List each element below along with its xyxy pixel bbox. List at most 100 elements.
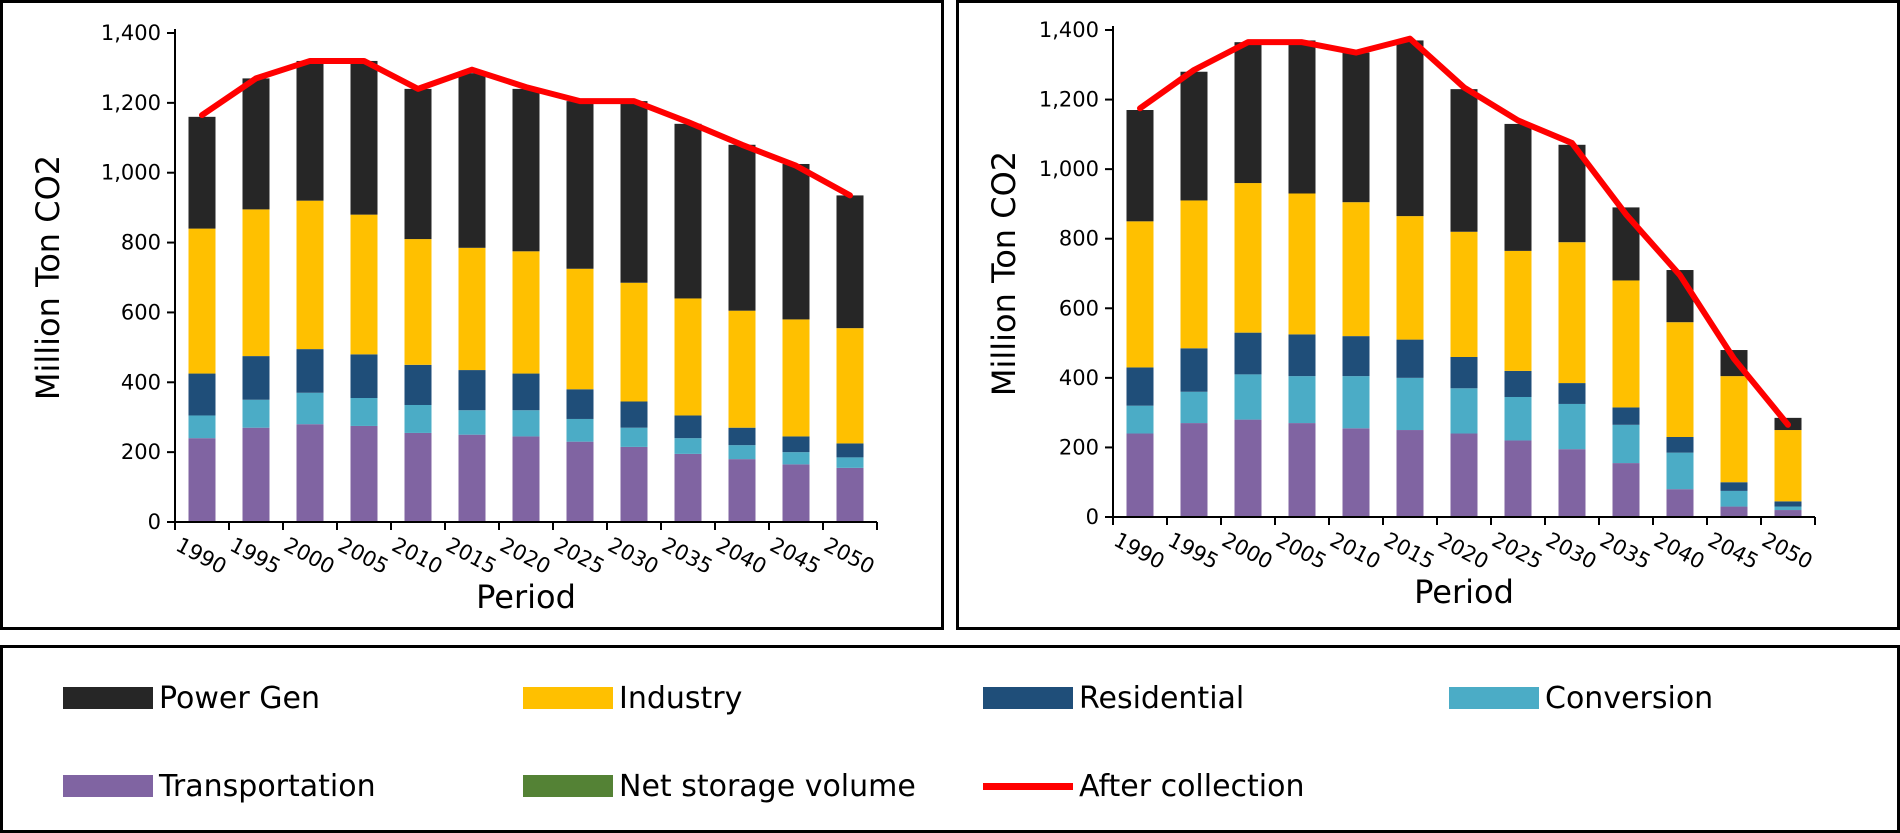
left-bar-industry-2045 (782, 319, 810, 437)
right-bar-power_gen-2015 (1396, 40, 1424, 217)
left-x-tick-label: 2020 (496, 533, 554, 579)
left-bar-industry-2050 (836, 328, 864, 444)
legend-swatch-power-gen (63, 687, 153, 709)
left-bar-conversion-2050 (836, 457, 864, 468)
right-y-tick-label: 0 (1086, 505, 1099, 529)
right-bar-industry-2050 (1774, 430, 1802, 502)
left-bar-industry-2030 (620, 282, 648, 402)
right-bar-power_gen-2035 (1612, 207, 1640, 281)
left-bar-residential-1995 (242, 356, 270, 400)
left-bar-residential-2040 (728, 427, 756, 446)
right-bar-transportation-2015 (1396, 430, 1424, 517)
left-bar-power_gen-1995 (242, 78, 270, 210)
right-y-tick-label: 800 (1059, 227, 1099, 251)
right-bar-power_gen-2010 (1342, 52, 1370, 203)
right-bar-transportation-2005 (1288, 423, 1316, 517)
legend-swatch-residential (983, 687, 1073, 709)
left-bar-transportation-1990 (188, 438, 216, 522)
left-bar-transportation-2035 (674, 453, 702, 522)
left-bar-transportation-2040 (728, 459, 756, 522)
right-bar-conversion-2005 (1288, 376, 1316, 424)
right-bar-conversion-2045 (1720, 490, 1748, 507)
right-bar-power_gen-1990 (1126, 110, 1154, 222)
right-bar-transportation-2050 (1774, 510, 1802, 517)
right-bar-conversion-2000 (1234, 374, 1262, 420)
left-x-tick-label: 2025 (550, 533, 608, 579)
left-bar-industry-2010 (404, 239, 432, 365)
right-bar-industry-2040 (1666, 322, 1694, 437)
left-bar-transportation-2025 (566, 441, 594, 522)
left-bar-industry-2015 (458, 247, 486, 371)
left-x-tick-label: 2015 (442, 533, 500, 579)
legend-item-net-storage: Net storage volume (523, 766, 916, 806)
left-bar-industry-2040 (728, 310, 756, 428)
right-chart-panel: 0 200 400 600 800 1,000 1,200 1,400 1990 1995 2000… (956, 0, 1900, 630)
left-bar-power_gen-2035 (674, 123, 702, 299)
right-bar-conversion-2010 (1342, 376, 1370, 429)
left-bar-residential-2035 (674, 415, 702, 439)
left-x-tick-label: 1990 (172, 533, 230, 579)
left-bar-conversion-2045 (782, 452, 810, 465)
left-y-tick-label: 600 (121, 300, 161, 324)
right-chart: 0 200 400 600 800 1,000 1,200 1,400 199019952000… (985, 18, 1817, 611)
right-bar-conversion-1990 (1126, 405, 1154, 434)
right-bar-transportation-2020 (1450, 433, 1478, 517)
left-bar-conversion-2025 (566, 418, 594, 442)
left-bar-residential-2015 (458, 370, 486, 411)
left-y-tick-label: 1,000 (101, 161, 161, 185)
left-bar-conversion-2005 (350, 398, 378, 426)
left-bar-conversion-2020 (512, 410, 540, 437)
right-x-tick-label: 2020 (1434, 528, 1492, 574)
left-chart: 0 200 400 600 800 1,000 1,200 1,400 199019952000… (29, 21, 879, 616)
left-x-tick-label: 2010 (388, 533, 446, 579)
legend-swatch-after-collection (983, 782, 1073, 790)
right-y-tick-label: 1,400 (1039, 18, 1099, 42)
right-bar-industry-2025 (1504, 250, 1532, 371)
right-y-tick-label: 1,200 (1039, 88, 1099, 112)
right-after-collection-line (1137, 35, 1791, 428)
right-x-tick-label: 2000 (1218, 528, 1276, 574)
legend-item-industry: Industry (523, 678, 742, 718)
right-bar-conversion-2015 (1396, 377, 1424, 431)
left-bar-conversion-2030 (620, 427, 648, 447)
legend-item-transportation: Transportation (63, 766, 376, 806)
left-x-axis-title: Period (476, 578, 576, 616)
right-bar-transportation-2045 (1720, 506, 1748, 517)
legend-swatch-conversion (1449, 687, 1539, 709)
left-bar-conversion-2015 (458, 410, 486, 435)
right-bar-transportation-2035 (1612, 463, 1640, 517)
right-y-tick-label: 600 (1059, 296, 1099, 320)
right-bar-industry-2000 (1234, 183, 1262, 333)
legend-swatch-net-storage (523, 775, 613, 797)
left-bar-industry-2035 (674, 298, 702, 416)
right-x-tick-label: 2015 (1380, 528, 1438, 574)
left-bar-power_gen-2005 (350, 60, 378, 215)
right-bar-industry-2045 (1720, 376, 1748, 483)
right-bar-transportation-2040 (1666, 489, 1694, 517)
left-bar-residential-2030 (620, 401, 648, 428)
right-bar-residential-2035 (1612, 407, 1640, 425)
right-x-tick-label: 1990 (1110, 528, 1168, 574)
left-bar-residential-2050 (836, 443, 864, 458)
right-bar-residential-2045 (1720, 482, 1748, 491)
left-y-tick-label: 800 (121, 231, 161, 255)
left-bar-residential-2045 (782, 436, 810, 453)
right-bar-industry-1995 (1180, 200, 1208, 349)
left-x-tick-label: 2050 (820, 533, 878, 579)
left-bar-industry-2005 (350, 214, 378, 355)
right-bar-transportation-2030 (1558, 449, 1586, 517)
right-x-tick-label: 1995 (1164, 528, 1222, 574)
right-bar-industry-2005 (1288, 193, 1316, 335)
right-x-tick-label: 2005 (1272, 528, 1330, 574)
right-x-axis-title: Period (1414, 573, 1514, 611)
left-bar-transportation-2000 (296, 424, 324, 522)
left-bar-transportation-2005 (350, 425, 378, 522)
legend-label-net-storage: Net storage volume (619, 768, 916, 804)
left-bar-transportation-1995 (242, 427, 270, 522)
right-y-axis-title: Million Ton CO2 (985, 151, 1023, 396)
right-bar-industry-2010 (1342, 202, 1370, 337)
legend: Power Gen Industry Residential Conversio… (0, 645, 1900, 833)
left-bar-transportation-2015 (458, 434, 486, 522)
right-x-tick-label: 2045 (1704, 528, 1762, 574)
right-bar-residential-1995 (1180, 348, 1208, 392)
